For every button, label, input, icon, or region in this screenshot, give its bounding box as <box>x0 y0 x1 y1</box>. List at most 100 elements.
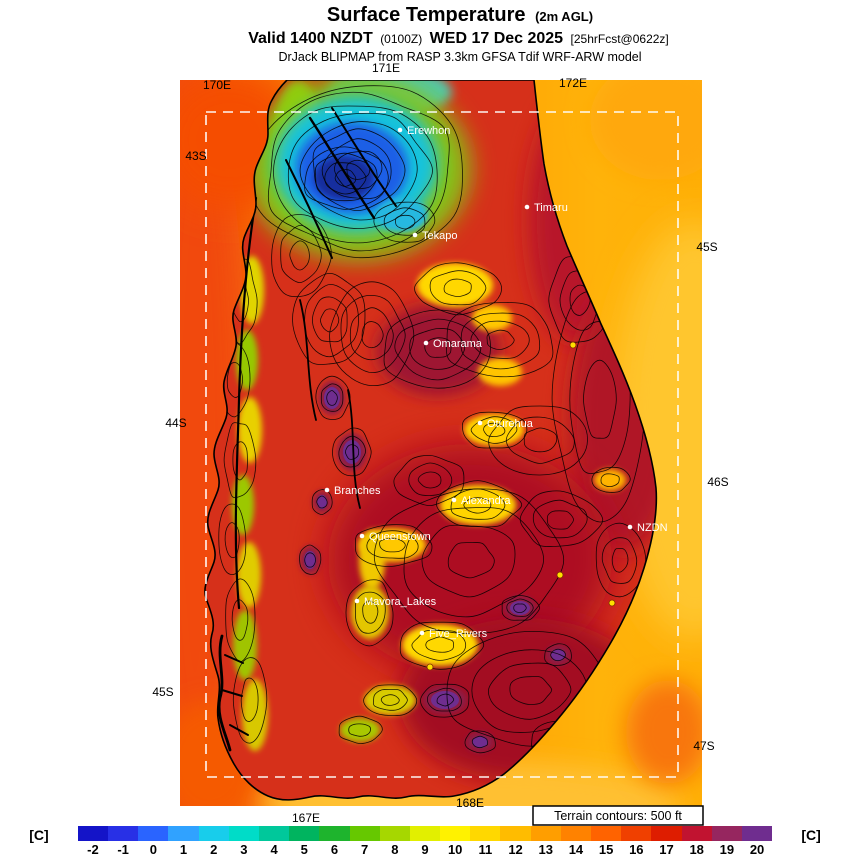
graticule-labels: 170E 171E 172E 43S 44S 45S 45S 46S 47S 1… <box>152 61 728 825</box>
colorbar-swatch <box>651 826 682 841</box>
lon-label: 168E <box>456 796 484 810</box>
colorbar-cell: -2 <box>77 826 109 857</box>
lat-label: 46S <box>707 475 728 489</box>
colorbar-cell: 0 <box>138 826 169 857</box>
colorbar-swatch <box>349 826 380 841</box>
header: Surface Temperature (2m AGL) Valid 1400 … <box>70 4 850 65</box>
colorbar-cell: 13 <box>530 826 561 857</box>
colorbar-swatch <box>258 826 290 841</box>
model-domain-boundary <box>205 111 679 778</box>
valid-zulu: (0100Z) <box>380 32 423 46</box>
title-note: (2m AGL) <box>535 9 594 24</box>
colorbar-tick-label: 11 <box>478 842 493 857</box>
colorbar-tick-label: 10 <box>447 842 463 857</box>
colorbar-tick-label: -2 <box>87 842 99 857</box>
colorbar-swatch <box>409 826 441 841</box>
site-marker: Omarama <box>423 338 483 350</box>
colorbar-cells: -2 -1 0 1 2 3 4 5 6 7 8 9 10 11 12 13 14 15 16 17 18 19 20 <box>77 826 773 857</box>
colorbar-cell: 2 <box>198 826 229 857</box>
colorbar-cell: 12 <box>500 826 531 857</box>
colorbar-cell: 5 <box>289 826 320 857</box>
site-marker: Mavora_Lakes <box>354 596 437 608</box>
page-title: Surface Temperature <box>326 4 526 26</box>
colorbar-cell: 11 <box>470 826 501 857</box>
colorbar-tick-label: 9 <box>421 842 429 857</box>
colorbar-swatch <box>289 826 320 841</box>
colorbar-cell: 14 <box>560 826 592 857</box>
colorbar-swatch <box>108 826 139 841</box>
valid-date: WED 17 Dec 2025 <box>429 30 564 47</box>
colorbar-cell: 16 <box>621 826 652 857</box>
lat-label: 44S <box>165 416 186 430</box>
site-label: Oturehua <box>487 418 534 430</box>
colorbar-cell: 15 <box>591 826 622 857</box>
lat-label: 45S <box>696 240 717 254</box>
valid-line: Valid 1400 NZDT (0100Z) WED 17 Dec 2025 … <box>70 29 850 49</box>
colorbar-tick-label: 1 <box>179 842 188 857</box>
site-label: Tekapo <box>422 230 457 242</box>
colorbar-tick-label: 14 <box>568 842 584 857</box>
warm-spot-dots <box>426 341 616 671</box>
model-line: DrJack BLIPMAP from RASP 3.3km GFSA Tdif… <box>278 50 642 64</box>
temperature-contours <box>218 85 647 758</box>
title-line: Surface Temperature (2m AGL) <box>70 4 850 28</box>
colorbar-swatch <box>621 826 652 841</box>
colorbar-tick-label: 8 <box>391 842 399 857</box>
colorbar-tick-label: 6 <box>330 842 339 857</box>
colorbar-tick-label: 17 <box>659 842 674 857</box>
temperature-colorbar: [C] -2 -1 0 1 2 3 4 5 6 7 8 9 10 11 12 13 14 15 16 17 18 19 20… <box>0 826 850 857</box>
site-marker: Five_Rivers <box>419 628 488 640</box>
colorbar-swatch <box>168 826 199 841</box>
colorbar-tick-label: 13 <box>538 842 553 857</box>
colorbar-swatch <box>591 826 622 841</box>
colorbar-swatch <box>681 826 712 841</box>
colorbar-swatch <box>470 826 501 841</box>
colorbar-cell: 20 <box>741 826 773 857</box>
colorbar-swatch <box>560 826 592 841</box>
terrain-ridge-lines <box>217 107 615 752</box>
colorbar-swatch <box>530 826 561 841</box>
site-marker: Erewhon <box>397 125 450 137</box>
site-label: Omarama <box>433 338 483 350</box>
colorbar-swatch <box>198 826 229 841</box>
colorbar-cell: 8 <box>379 826 410 857</box>
colorbar-cell: 18 <box>681 826 712 857</box>
colorbar-cell: 7 <box>349 826 380 857</box>
site-marker: Tekapo <box>412 230 457 242</box>
site-label: Timaru <box>534 202 568 214</box>
colorbar-tick-label: -1 <box>117 842 129 857</box>
terrain-note-label: Terrain contours: 500 ft <box>554 809 682 823</box>
colorbar-tick-label: 12 <box>508 842 523 857</box>
colorbar-tick-label: 18 <box>689 842 704 857</box>
colorbar-tick-label: 7 <box>361 842 369 857</box>
colorbar-swatch <box>228 826 259 841</box>
site-label: Branches <box>334 485 381 497</box>
lon-label: 167E <box>292 811 320 825</box>
colorbar-cell: 4 <box>258 826 290 857</box>
colorbar-tick-label: 2 <box>210 842 218 857</box>
colorbar-tick-label: 5 <box>300 842 308 857</box>
colorbar-tick-label: 16 <box>629 842 644 857</box>
colorbar-swatch <box>77 826 109 841</box>
site-marker: Oturehua <box>477 418 534 430</box>
site-label: Five_Rivers <box>429 628 488 640</box>
site-marker: Timaru <box>524 202 568 214</box>
colorbar-swatch <box>319 826 350 841</box>
site-marker: Alexandra <box>451 495 511 507</box>
colorbar-swatch <box>711 826 742 841</box>
site-label: Queenstown <box>369 531 431 543</box>
colorbar-tick-label: 0 <box>149 842 157 857</box>
colorbar-swatch <box>500 826 531 841</box>
lat-label: 47S <box>693 739 714 753</box>
colorbar-tick-label: 4 <box>270 842 278 857</box>
colorbar-tick-label: 20 <box>749 842 765 857</box>
colorbar-swatch <box>741 826 773 841</box>
site-marker: Queenstown <box>359 531 431 543</box>
site-label: Erewhon <box>407 125 450 137</box>
valid-forecast-tag: [25hrFcst@0622z] <box>570 32 669 46</box>
site-label: Mavora_Lakes <box>364 596 437 608</box>
colorbar-cell: 10 <box>440 826 471 857</box>
hot-spots <box>300 381 570 752</box>
colorbar-unit-right: [C] <box>801 827 821 843</box>
